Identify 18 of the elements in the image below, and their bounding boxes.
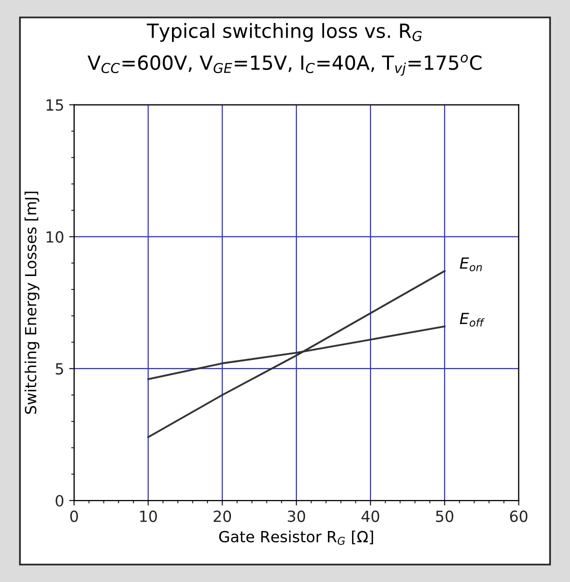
text: V$_{CC}$=600V, V$_{GE}$=15V, I$_{C}$=40A, T$_{vj}$=175$^{o}$C — [88, 54, 482, 76]
y-axis-title: Switching Energy Losses [mJ] — [24, 192, 40, 414]
x-axis-title: Gate Resistor R$_{G}$ [Ω] — [219, 530, 374, 545]
chart-title: Typical switching loss vs. R$_{G}$ — [146, 23, 422, 42]
series-label: E$_{on}$ — [460, 257, 482, 272]
line-series — [147, 270, 446, 438]
y-tick-label: 10 — [46, 231, 64, 243]
x-tick-label: 20 — [214, 510, 232, 522]
y-tick-label: 15 — [46, 99, 64, 111]
series-label: E$_{off}$ — [460, 312, 485, 327]
x-tick-label: 10 — [140, 510, 157, 522]
x-tick-label: 60 — [510, 510, 528, 522]
y-tick-label: 0 — [56, 494, 64, 507]
y-tick-label: 5 — [56, 363, 64, 375]
x-tick-label: 40 — [362, 510, 380, 522]
x-tick-label: 0 — [70, 510, 78, 522]
x-tick-label: 30 — [288, 510, 306, 522]
x-tick-label: 50 — [436, 510, 454, 522]
